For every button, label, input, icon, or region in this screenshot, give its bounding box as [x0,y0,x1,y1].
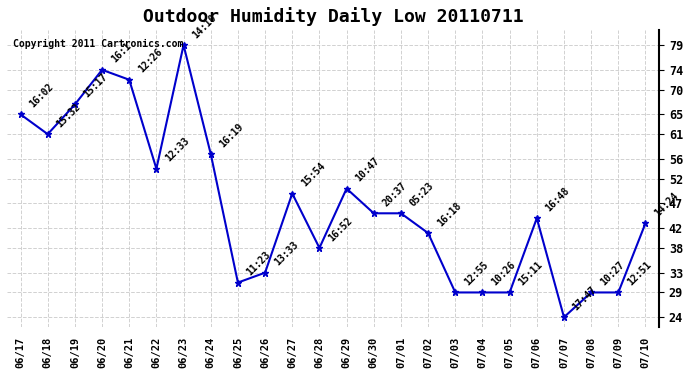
Text: 10:27: 10:27 [598,260,626,288]
Text: 12:55: 12:55 [462,260,490,288]
Text: Copyright 2011 Cartronics.com: Copyright 2011 Cartronics.com [14,39,184,49]
Text: 11:23: 11:23 [245,250,273,278]
Title: Outdoor Humidity Daily Low 20110711: Outdoor Humidity Daily Low 20110711 [143,7,523,26]
Text: 15:54: 15:54 [299,161,327,189]
Text: 15:17: 15:17 [82,72,110,99]
Text: 16:19: 16:19 [217,121,246,149]
Text: 12:33: 12:33 [164,136,191,164]
Text: 16:18: 16:18 [435,200,463,228]
Text: 10:47: 10:47 [353,156,382,184]
Text: 20:37: 20:37 [381,180,408,209]
Text: 12:26: 12:26 [136,47,164,75]
Text: 13:33: 13:33 [272,240,300,268]
Text: 14:24: 14:24 [653,190,680,218]
Text: 16:52: 16:52 [326,215,354,243]
Text: 16:48: 16:48 [544,186,571,213]
Text: 14:10: 14:10 [190,12,218,40]
Text: 10:26: 10:26 [489,260,518,288]
Text: 12:51: 12:51 [625,260,653,288]
Text: 15:32: 15:32 [55,101,83,129]
Text: 05:23: 05:23 [408,180,435,209]
Text: 15:11: 15:11 [517,260,544,288]
Text: 16:02: 16:02 [28,82,55,110]
Text: 16:1: 16:1 [109,41,132,65]
Text: 17:47: 17:47 [571,284,599,312]
